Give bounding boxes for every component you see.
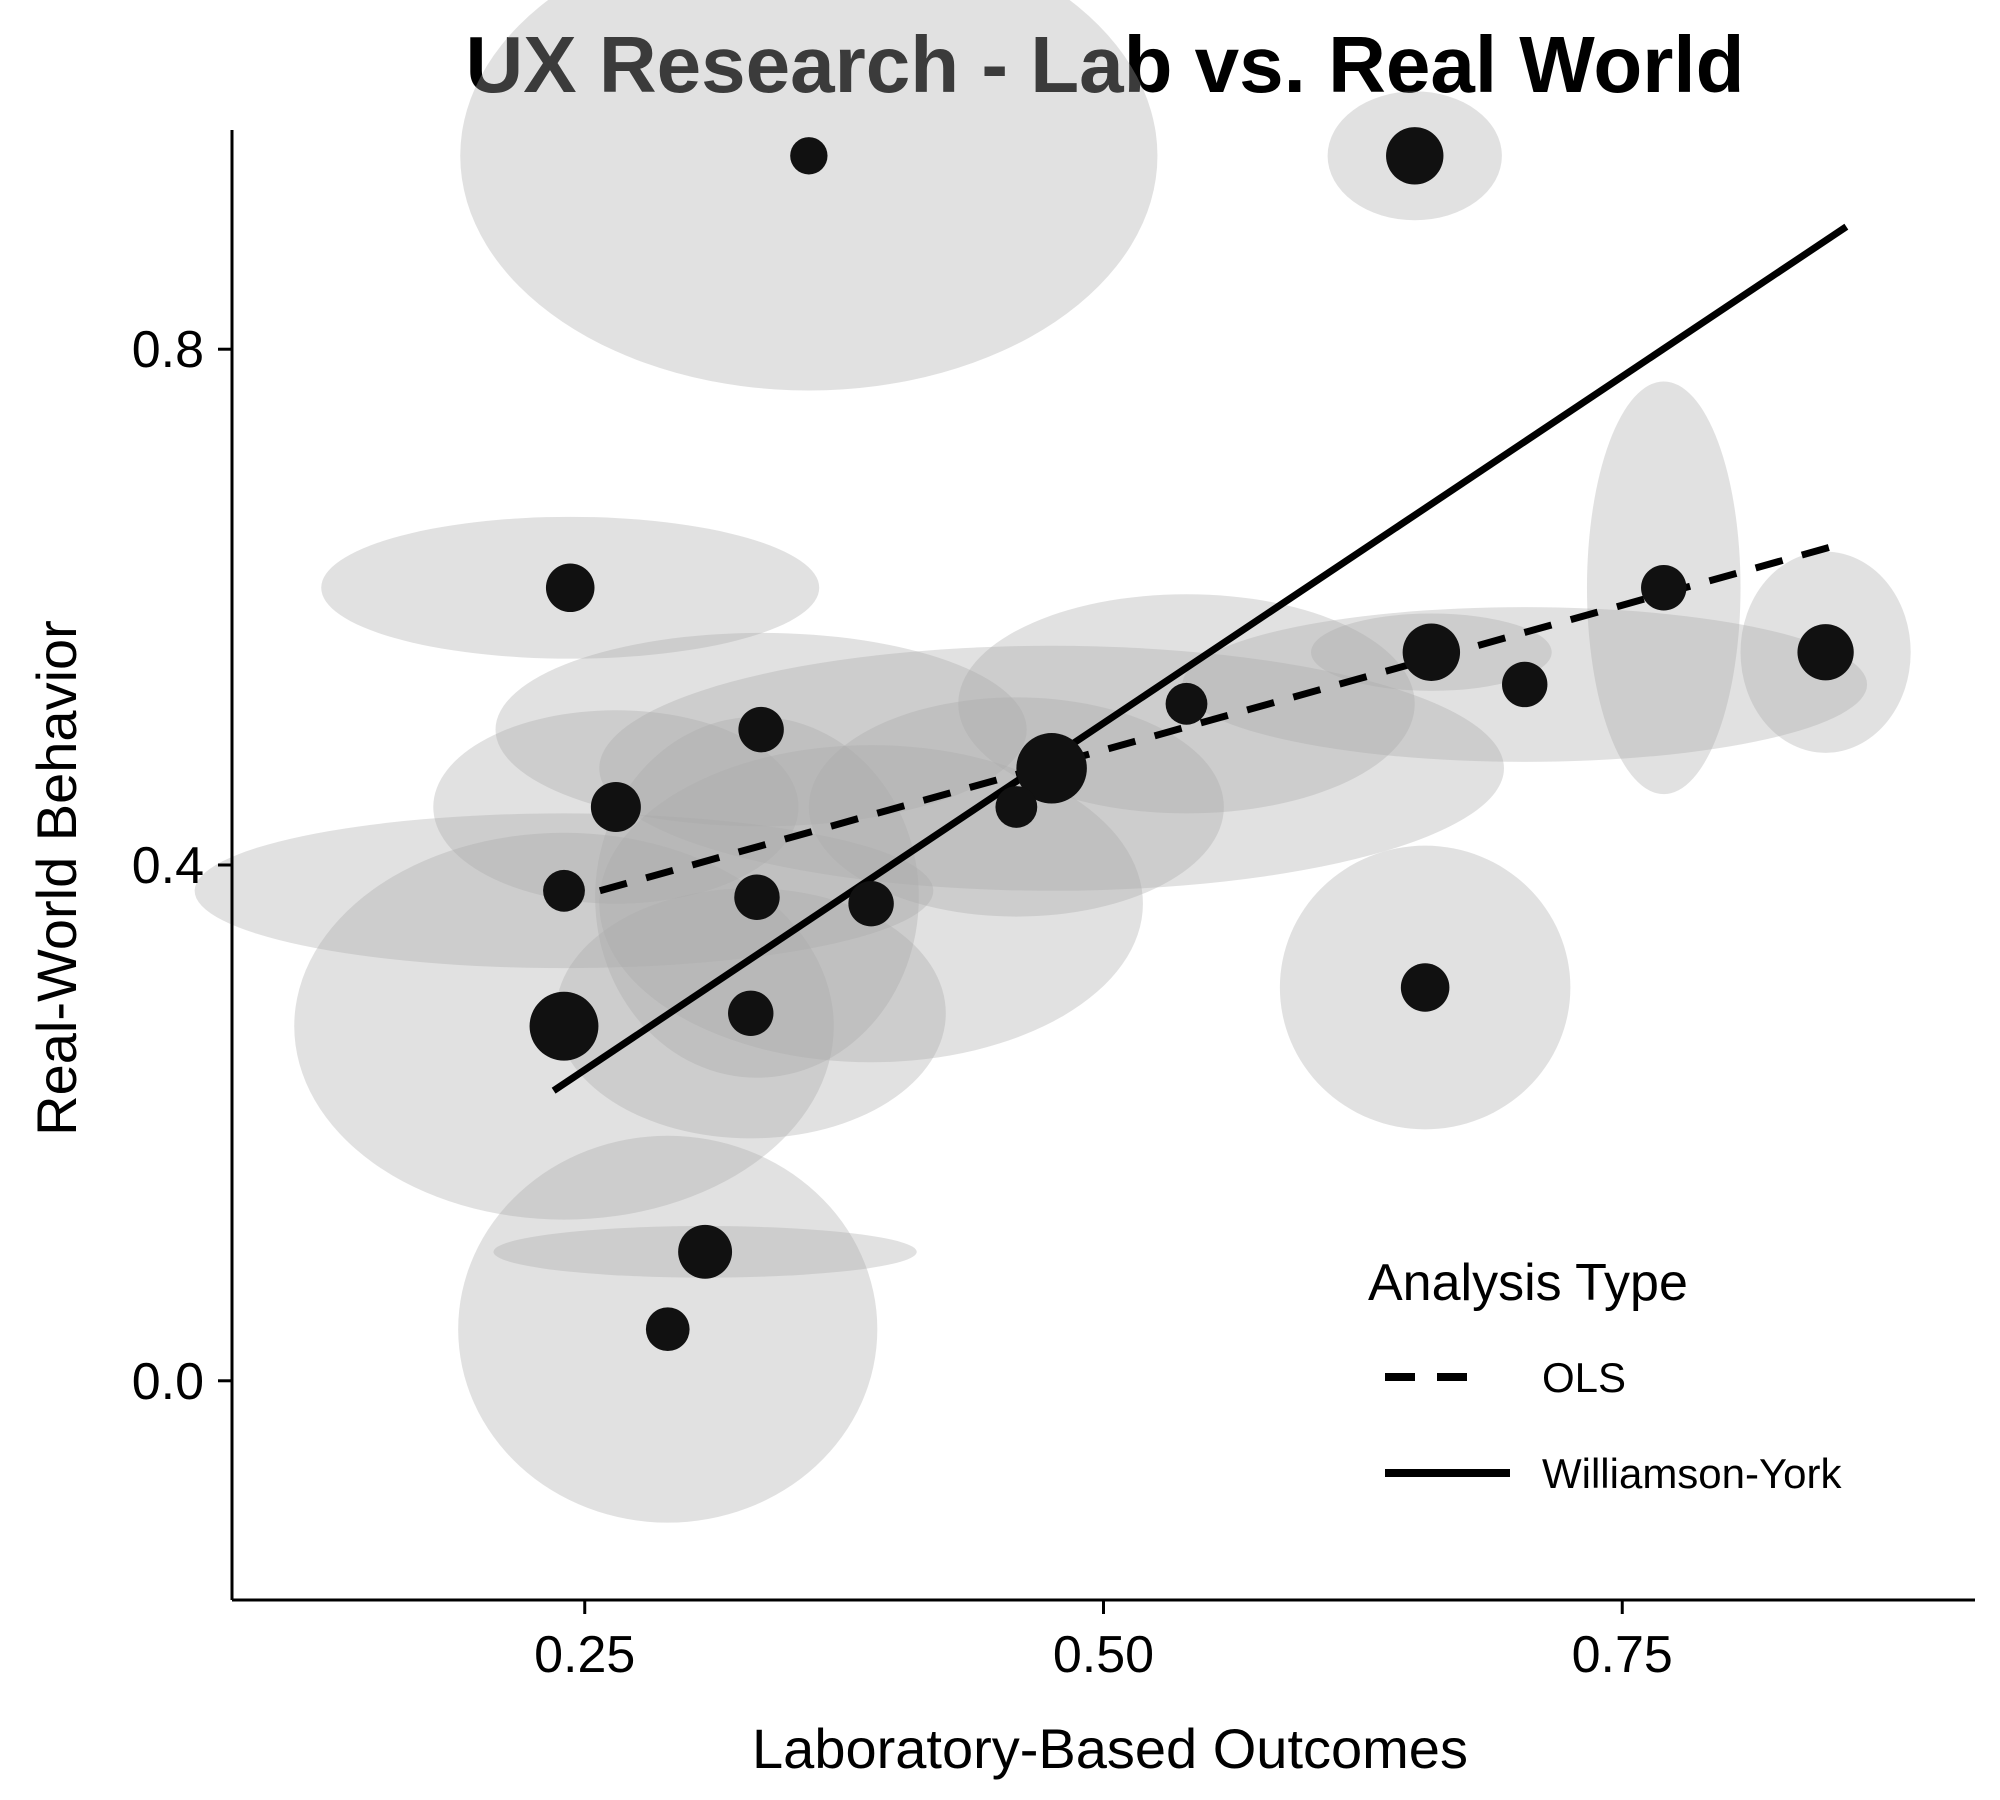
data-point: [1165, 682, 1208, 725]
data-point: [734, 874, 780, 920]
data-point: [590, 781, 641, 832]
data-point: [1797, 624, 1854, 681]
x-axis-ticks: 0.25 0.50 0.75: [534, 1600, 1673, 1684]
fit-lines: [551, 223, 1849, 1094]
data-point: [738, 706, 784, 753]
data-point: [543, 869, 585, 912]
uncertainty-ellipses: [194, 0, 1911, 1523]
williamson-york-fit-line: [551, 223, 1849, 1094]
data-point: [545, 563, 595, 613]
legend-williamson-york-label: Williamson-York: [1542, 1450, 1843, 1497]
y-tick-label: 0.8: [132, 321, 204, 379]
legend: Analysis Type OLS Williamson-York: [1368, 1254, 1843, 1497]
y-axis-ticks: 0.0 0.4 0.8: [132, 321, 232, 1411]
uncertainty-ellipse: [460, 0, 1158, 391]
data-point: [1502, 661, 1548, 708]
data-point: [678, 1224, 733, 1279]
x-tick-label: 0.50: [1053, 1626, 1154, 1684]
x-tick-label: 0.25: [534, 1626, 635, 1684]
data-point: [1402, 623, 1461, 681]
x-axis-title: Laboratory-Based Outcomes: [752, 1717, 1468, 1780]
ols-fit-line: [552, 539, 1848, 908]
data-point: [728, 990, 774, 1037]
data-point: [1016, 733, 1087, 804]
data-point: [790, 137, 828, 175]
x-tick-label: 0.75: [1572, 1626, 1673, 1684]
data-point: [1400, 963, 1450, 1012]
data-point: [529, 991, 599, 1061]
data-points: [529, 127, 1854, 1352]
data-point: [995, 786, 1038, 828]
data-point: [645, 1307, 690, 1352]
data-point: [1641, 565, 1687, 611]
legend-title: Analysis Type: [1368, 1254, 1688, 1312]
data-point: [1386, 127, 1444, 185]
chart-title: UX Research - Lab vs. Real World: [466, 20, 1745, 109]
y-tick-label: 0.4: [132, 837, 204, 895]
y-tick-label: 0.0: [132, 1353, 204, 1411]
data-point: [848, 880, 894, 927]
y-axis-title: Real-World Behavior: [25, 620, 88, 1136]
legend-ols-label: OLS: [1542, 1354, 1626, 1401]
